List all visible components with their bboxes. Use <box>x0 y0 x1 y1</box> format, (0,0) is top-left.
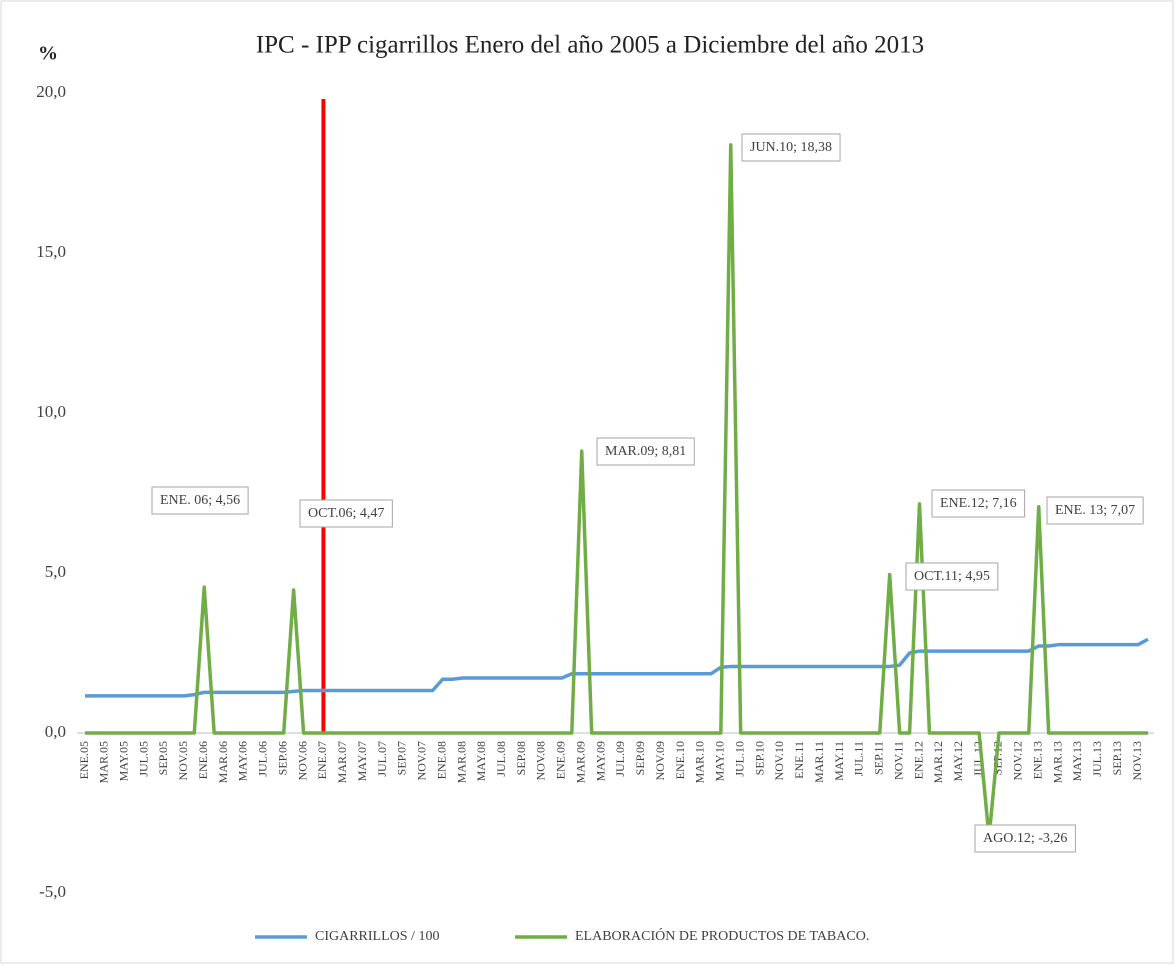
x-tick-label: MAR.11 <box>812 741 826 783</box>
y-axis-label: % <box>38 43 58 65</box>
x-tick-label: NOV.10 <box>772 741 786 780</box>
x-tick-label: MAR.10 <box>693 741 707 783</box>
x-tick-label: MAY.06 <box>236 741 250 781</box>
chart-title: IPC - IPP cigarrillos Enero del año 2005… <box>256 32 924 59</box>
y-tick-label: 0,0 <box>45 722 66 741</box>
data-label-box <box>151 486 249 515</box>
y-tick-label: 15,0 <box>36 242 66 261</box>
x-tick-label: JUL.08 <box>494 741 508 777</box>
x-tick-label: NOV.12 <box>1011 741 1025 780</box>
y-tick-label: -5,0 <box>39 882 66 901</box>
data-label: ENE.12; 7,16 <box>940 496 1017 511</box>
x-tick-label: JUL.05 <box>136 741 150 777</box>
data-label: AGO.12; -3,26 <box>983 831 1067 846</box>
x-tick-label: NOV.11 <box>891 741 905 780</box>
legend-label: CIGARRILLOS / 100 <box>315 929 439 944</box>
x-tick-label: MAY.12 <box>951 741 965 781</box>
x-tick-label: MAR.06 <box>216 741 230 783</box>
data-label-box <box>741 133 841 162</box>
x-tick-label: SEP.08 <box>514 741 528 775</box>
data-label: OCT.06; 4,47 <box>308 506 384 521</box>
data-label-box <box>905 562 999 591</box>
series-line <box>85 143 1148 840</box>
x-tick-label: NOV.13 <box>1130 741 1144 780</box>
x-tick-label: JUL.07 <box>375 741 389 777</box>
x-tick-label: ENE.12 <box>911 741 925 779</box>
x-tick-label: SEP.09 <box>633 741 647 775</box>
x-tick-label: NOV.07 <box>415 741 429 780</box>
x-tick-label: SEP.06 <box>275 741 289 775</box>
x-tick-label: ENE.08 <box>434 741 448 779</box>
x-tick-label: ENE.10 <box>673 741 687 779</box>
x-tick-label: SEP.05 <box>156 741 170 775</box>
x-tick-label: MAY.07 <box>355 741 369 781</box>
y-tick-label: 5,0 <box>45 562 66 581</box>
x-tick-label: ENE.07 <box>315 741 329 779</box>
y-tick-label: 20,0 <box>36 82 66 101</box>
data-label-box <box>974 824 1076 853</box>
x-tick-label: NOV.08 <box>534 741 548 780</box>
data-label: ENE. 06; 4,56 <box>160 493 240 508</box>
x-tick-label: MAR.07 <box>335 741 349 783</box>
x-tick-label: JUL.11 <box>852 741 866 776</box>
x-tick-label: SEP.11 <box>872 741 886 775</box>
x-tick-label: SEP.10 <box>752 741 766 775</box>
x-tick-label: SEP.07 <box>395 741 409 775</box>
x-tick-label: MAY.05 <box>116 741 130 781</box>
x-tick-label: NOV.05 <box>176 741 190 780</box>
x-tick-label: MAY.10 <box>713 741 727 781</box>
data-label: JUN.10; 18,38 <box>750 140 832 155</box>
x-tick-label: MAR.09 <box>573 741 587 783</box>
x-tick-label: ENE.06 <box>196 741 210 779</box>
x-tick-label: JUL.10 <box>732 741 746 777</box>
data-label-box <box>931 489 1026 518</box>
data-label-box <box>1046 496 1144 525</box>
x-tick-label: MAR.05 <box>97 741 111 783</box>
x-tick-label: ENE.05 <box>77 741 91 779</box>
x-tick-label: MAR.13 <box>1050 741 1064 783</box>
data-label: ENE. 13; 7,07 <box>1055 503 1135 518</box>
x-tick-label: NOV.09 <box>653 741 667 780</box>
legend-label: ELABORACIÓN DE PRODUCTOS DE TABACO. <box>575 927 869 944</box>
x-tick-label: MAY.11 <box>832 741 846 781</box>
data-label: MAR.09; 8,81 <box>605 444 686 459</box>
x-tick-label: ENE.09 <box>554 741 568 779</box>
x-tick-label: JUL.06 <box>256 741 270 777</box>
y-tick-label: 10,0 <box>36 402 66 421</box>
x-tick-label: MAY.13 <box>1070 741 1084 781</box>
x-tick-label: ENE.13 <box>1030 741 1044 779</box>
x-tick-label: MAR.08 <box>454 741 468 783</box>
x-tick-label: MAY.08 <box>474 741 488 781</box>
x-tick-label: ENE.11 <box>792 741 806 779</box>
data-label-box <box>596 437 695 466</box>
data-label: OCT.11; 4,95 <box>914 569 990 584</box>
x-tick-label: JUL.13 <box>1090 741 1104 777</box>
x-tick-label: MAR.12 <box>931 741 945 783</box>
x-tick-label: MAY.09 <box>593 741 607 781</box>
x-tick-label: SEP.13 <box>1110 741 1124 775</box>
data-label-box <box>299 499 393 528</box>
series-line <box>85 637 1149 698</box>
x-tick-label: NOV.06 <box>295 741 309 780</box>
x-tick-label: JUL.09 <box>613 741 627 777</box>
